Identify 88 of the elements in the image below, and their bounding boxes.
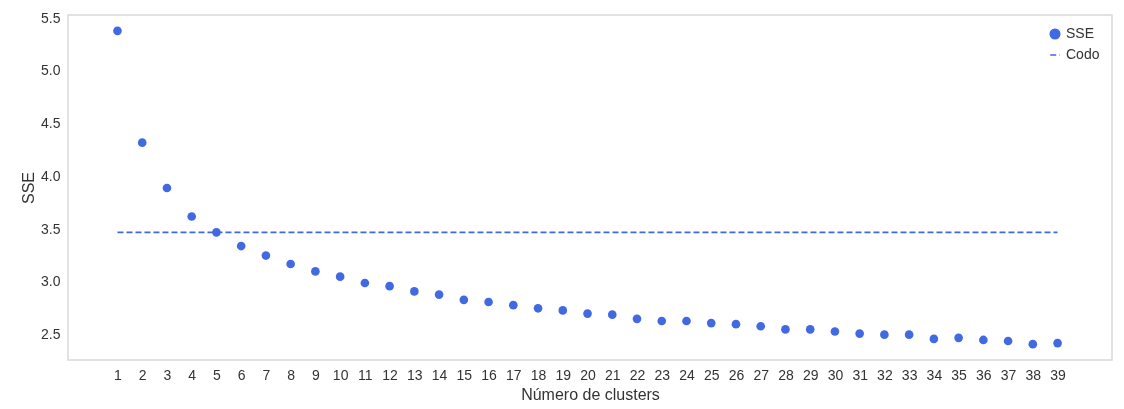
y-tick-label: 5.0 — [41, 62, 61, 79]
point — [855, 329, 864, 338]
x-tick-label: 30 — [827, 366, 844, 383]
point — [533, 303, 543, 313]
x-tick-label: 11 — [358, 366, 373, 383]
point — [558, 306, 568, 315]
x-tick-label: 14 — [431, 366, 448, 383]
point — [929, 334, 939, 344]
point — [657, 316, 667, 326]
x-tick-label: 32 — [877, 366, 893, 383]
y-tick-label: 5.5 — [41, 9, 61, 26]
x-tick-label: 26 — [728, 366, 745, 383]
point — [781, 325, 790, 334]
x-tick-label: 25 — [703, 366, 720, 383]
point — [508, 300, 518, 310]
point — [385, 281, 394, 291]
x-tick-label: 15 — [456, 366, 473, 383]
point — [979, 335, 988, 345]
point — [162, 183, 172, 193]
point — [607, 310, 617, 319]
point — [434, 290, 444, 299]
x-tick-label: 20 — [580, 366, 597, 383]
point — [459, 295, 469, 305]
point — [335, 272, 345, 281]
legend-label: SSE — [1066, 25, 1095, 41]
point — [261, 251, 271, 260]
point — [286, 259, 295, 269]
y-tick-label: 3.5 — [41, 220, 61, 237]
x-tick-label: 6 — [237, 366, 246, 383]
x-tick-label: 38 — [1025, 366, 1042, 383]
y-tick-label: 4.0 — [41, 167, 61, 184]
point — [756, 321, 766, 331]
point — [187, 212, 197, 221]
point — [682, 316, 691, 326]
x-tick-label: 8 — [287, 366, 296, 383]
point — [484, 297, 493, 307]
x-tick-label: 19 — [555, 366, 572, 383]
x-tick-label: 27 — [753, 366, 770, 383]
x-tick-label: 4 — [188, 366, 197, 383]
x-axis-title: Número de clusters — [521, 385, 660, 403]
x-tick-label: 13 — [407, 366, 423, 383]
x-tick-label: 9 — [311, 366, 320, 383]
x-tick-label: 28 — [778, 366, 794, 383]
x-tick-label: 33 — [901, 366, 918, 383]
point — [805, 325, 815, 334]
x-tick-label: 24 — [679, 366, 695, 383]
y-tick-label: 3.0 — [41, 273, 61, 290]
point — [880, 330, 889, 339]
x-tick-label: 12 — [382, 366, 399, 383]
x-tick-label: 31 — [852, 366, 869, 383]
x-tick-label: 36 — [976, 366, 992, 383]
x-tick-label: 34 — [926, 366, 943, 383]
x-tick-label: 22 — [629, 366, 646, 383]
legend-label: Codo — [1066, 46, 1100, 62]
x-tick-label: 29 — [802, 366, 819, 383]
x-tick-label: 1 — [114, 366, 123, 383]
x-tick-label: 21 — [604, 366, 621, 383]
point — [113, 26, 122, 36]
x-tick-label: 2 — [138, 366, 147, 383]
point — [632, 314, 642, 324]
x-tick-label: 39 — [1050, 366, 1067, 383]
point — [236, 241, 246, 251]
x-tick-label: 16 — [481, 366, 498, 383]
y-axis-title: SSE — [20, 171, 38, 205]
x-tick-label: 23 — [654, 366, 671, 383]
x-tick-label: 37 — [1000, 366, 1017, 383]
point — [583, 309, 592, 318]
x-tick-label: 3 — [163, 366, 172, 383]
point — [830, 327, 840, 336]
x-tick-label: 35 — [951, 366, 968, 383]
y-tick-label: 2.5 — [41, 326, 61, 343]
point — [954, 333, 963, 343]
point — [137, 138, 147, 147]
x-tick-label: 10 — [332, 366, 349, 383]
x-tick-label: 5 — [213, 366, 222, 383]
point — [360, 278, 370, 288]
point — [410, 287, 419, 296]
point — [1053, 338, 1062, 348]
y-tick-label: 4.5 — [41, 115, 61, 132]
point — [731, 319, 741, 329]
x-tick-label: 17 — [506, 366, 522, 383]
x-tick-label: 7 — [262, 366, 271, 383]
point — [1003, 336, 1013, 346]
point — [311, 267, 320, 276]
point — [904, 330, 914, 339]
point — [706, 318, 716, 328]
point — [1028, 339, 1038, 349]
x-tick-label: 18 — [530, 366, 547, 383]
